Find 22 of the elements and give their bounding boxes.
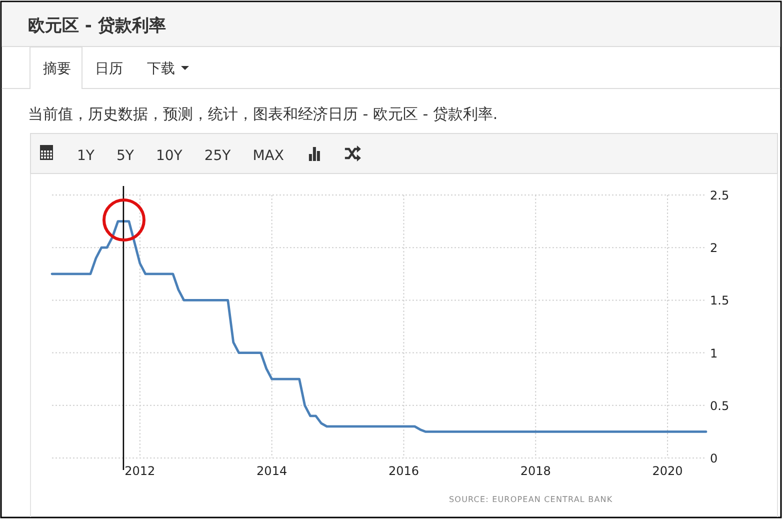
y-tick-label: 2 [710,241,718,256]
title: 欧元区 - 贷款利率 [28,16,166,36]
y-tick-label: 1.5 [710,294,730,308]
source: SOURCE: EUROPEAN CENTRAL BANK [449,495,613,504]
y-tick-label: 0.5 [710,398,730,413]
x-tick-label: 2020 [652,464,683,478]
tab-label: 日历 [95,61,123,77]
tab-label: 摘要 [43,61,71,77]
x-tick-label: 2018 [520,464,551,478]
tab-label: 下载 [147,61,175,77]
x-tick-label: 2016 [388,464,419,478]
x-tick-label: 2014 [256,464,288,478]
y-tick-label: 0 [710,452,718,466]
button-label: 25Y [204,148,231,164]
y-tick-label: 1 [710,346,718,360]
button-label: 5Y [116,148,134,164]
y-tick-label: 2.5 [710,188,730,202]
x-tick-label: 2012 [124,464,156,478]
button-label: MAX [252,148,284,164]
button-label: 1Y [77,148,94,164]
subtitle: 当前值，历史数据，预测，统计，图表和经济日历 - 欧元区 - 贷款利率. [28,105,498,123]
button-label: 10Y [156,148,182,164]
